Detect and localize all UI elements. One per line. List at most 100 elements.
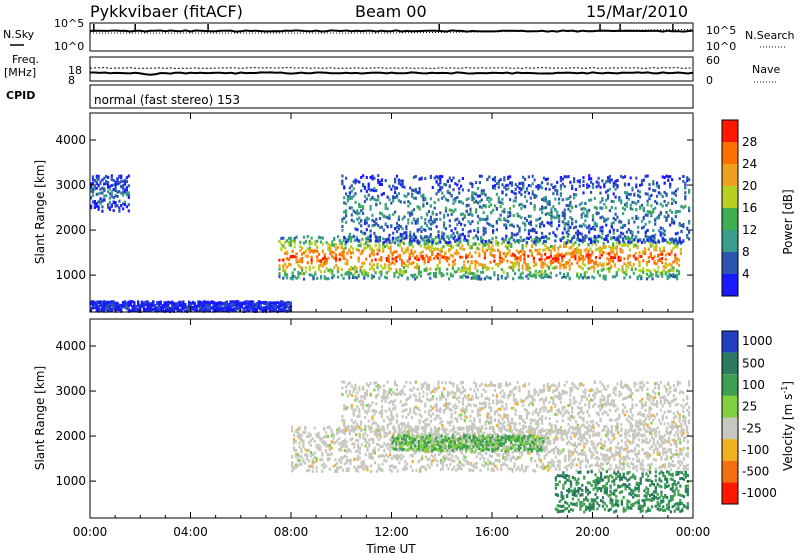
echo-cell (303, 278, 305, 281)
echo-cell (126, 205, 128, 208)
echo-cell (120, 176, 122, 179)
echo-cell (435, 255, 437, 258)
echo-cell (478, 243, 480, 246)
echo-cell (452, 274, 454, 277)
echo-cell (446, 464, 448, 467)
echo-cell (491, 248, 493, 251)
echo-cell (394, 241, 396, 244)
echo-cell (546, 274, 548, 277)
echo-cell (385, 215, 387, 218)
echo-cell (109, 188, 111, 191)
echo-cell (603, 275, 605, 278)
echo-cell (220, 307, 222, 310)
echo-cell (424, 177, 426, 180)
echo-cell (162, 306, 164, 309)
echo-cell (122, 184, 124, 187)
echo-cell (165, 304, 167, 307)
echo-cell (365, 246, 367, 249)
echo-cell (672, 266, 674, 269)
echo-cell (688, 231, 690, 234)
echo-cell (471, 246, 473, 249)
echo-cell (307, 255, 309, 258)
echo-cell (569, 265, 571, 268)
echo-cell (522, 239, 524, 242)
echo-cell (686, 227, 688, 230)
echo-cell (510, 467, 512, 470)
echo-cell (547, 221, 549, 224)
echo-cell (341, 268, 343, 271)
echo-cell (387, 238, 389, 241)
echo-cell (336, 439, 338, 442)
echo-cell (544, 258, 546, 261)
echo-cell (451, 234, 453, 237)
echo-cell (507, 211, 509, 214)
echo-cell (269, 307, 271, 310)
echo-cell (522, 247, 524, 250)
echo-cell (109, 303, 111, 306)
echo-cell (455, 455, 457, 458)
echo-cell (562, 211, 564, 214)
echo-cell (443, 233, 445, 236)
echo-cell (528, 233, 530, 236)
echo-cell (297, 264, 299, 267)
echo-cell (463, 268, 465, 271)
beam-title: Beam 00 (355, 2, 427, 21)
echo-cell (326, 267, 328, 270)
echo-cell (467, 260, 469, 263)
echo-cell (677, 242, 679, 245)
echo-cell (515, 183, 517, 186)
echo-cell (126, 192, 128, 195)
echo-cell (348, 468, 350, 471)
echo-cell (406, 467, 408, 470)
echo-cell (552, 261, 554, 264)
echo-cell (506, 464, 508, 467)
echo-cell (435, 242, 437, 245)
echo-cell (158, 301, 160, 304)
echo-cell (575, 205, 577, 208)
echo-cell (441, 247, 443, 250)
echo-cell (409, 231, 411, 234)
echo-cell (150, 307, 152, 310)
echo-cell (300, 455, 302, 458)
echo-cell (395, 256, 397, 259)
echo-cell (626, 196, 628, 199)
echo-cell (101, 178, 103, 181)
echo-cell (335, 254, 337, 257)
echo-cell (478, 248, 480, 251)
echo-cell (657, 266, 659, 269)
echo-cell (486, 275, 488, 278)
echo-cell (290, 277, 292, 280)
echo-cell (374, 449, 376, 452)
echo-cell (463, 454, 465, 457)
echo-cell (646, 273, 648, 276)
echo-cell (512, 269, 514, 272)
echo-cell (488, 197, 490, 200)
echo-cell (549, 212, 551, 215)
echo-cell (591, 265, 593, 268)
echo-cell (349, 186, 351, 189)
echo-cell (391, 470, 393, 473)
echo-cell (303, 272, 305, 275)
echo-cell (530, 223, 532, 226)
echo-cell (509, 207, 511, 210)
echo-cell (586, 210, 588, 213)
echo-cell (209, 307, 211, 310)
echo-cell (194, 308, 196, 311)
echo-cell (526, 189, 528, 192)
echo-cell (390, 267, 392, 270)
echo-cell (588, 267, 590, 270)
echo-cell (474, 267, 476, 270)
echo-cell (275, 302, 277, 305)
echo-cell (282, 309, 284, 312)
echo-cell (606, 267, 608, 270)
echo-cell (470, 463, 472, 466)
echo-cell (522, 267, 524, 270)
echo-cell (349, 197, 351, 200)
echo-cell (623, 271, 625, 274)
echo-cell (442, 456, 444, 459)
echo-cell (397, 276, 399, 279)
echo-cell (250, 302, 252, 305)
echo-cell (606, 257, 608, 260)
echo-cell (613, 221, 615, 224)
cpid-label: CPID (6, 89, 35, 102)
